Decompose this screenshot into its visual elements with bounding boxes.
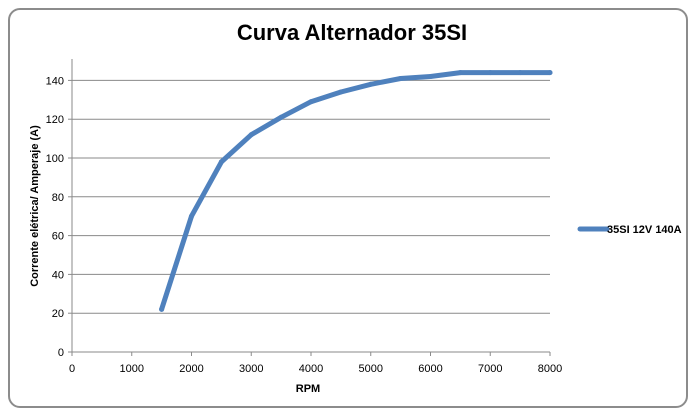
- x-tick-label: 7000: [478, 363, 502, 375]
- y-tick-label: 40: [52, 269, 64, 281]
- data-point: [189, 213, 194, 219]
- y-tick-label: 60: [52, 231, 64, 243]
- data-point: [398, 75, 404, 81]
- y-tick-label: 140: [46, 75, 64, 87]
- x-tick-label: 3000: [239, 363, 263, 375]
- data-point: [547, 70, 553, 76]
- y-axis-title: Corrente elétrica/ Amperaje (A): [29, 125, 41, 287]
- series-line-0: [159, 70, 553, 312]
- x-tick-label: 5000: [359, 363, 383, 375]
- x-tick-label: 6000: [418, 363, 442, 375]
- chart-frame: [8, 8, 688, 408]
- y-tick-labels: 0 20 40 60 80 100 120 140: [46, 75, 64, 359]
- y-tick-label: 80: [52, 192, 64, 204]
- grid-lines: [72, 79, 550, 314]
- data-point: [428, 74, 433, 80]
- data-point: [457, 70, 463, 76]
- x-tick-label: 0: [69, 363, 75, 375]
- x-tick-labels: 0 1000 2000 3000 4000 5000 6000 7000 8000: [69, 363, 562, 375]
- data-point: [368, 81, 374, 87]
- data-point: [278, 114, 284, 120]
- data-point: [517, 70, 523, 76]
- data-point: [159, 306, 165, 312]
- y-tick-label: 0: [58, 347, 64, 359]
- x-axis-title: RPM: [296, 383, 320, 395]
- data-point: [218, 159, 224, 165]
- data-point: [308, 99, 314, 105]
- data-point: [248, 132, 254, 138]
- chart-title: Curva Alternador 35SI: [237, 20, 467, 45]
- x-tick-label: 8000: [538, 363, 562, 375]
- axes: [68, 59, 551, 356]
- x-tick-label: 4000: [299, 363, 323, 375]
- y-tick-label: 120: [46, 114, 64, 126]
- x-tick-label: 1000: [120, 363, 144, 375]
- data-point: [338, 89, 344, 95]
- legend: 35SI 12V 140A: [577, 224, 682, 236]
- series-layer: [159, 70, 553, 312]
- y-tick-label: 100: [46, 153, 64, 165]
- data-point: [487, 70, 493, 76]
- legend-label: 35SI 12V 140A: [607, 224, 682, 236]
- x-tick-label: 2000: [179, 363, 203, 375]
- y-tick-label: 20: [52, 308, 64, 320]
